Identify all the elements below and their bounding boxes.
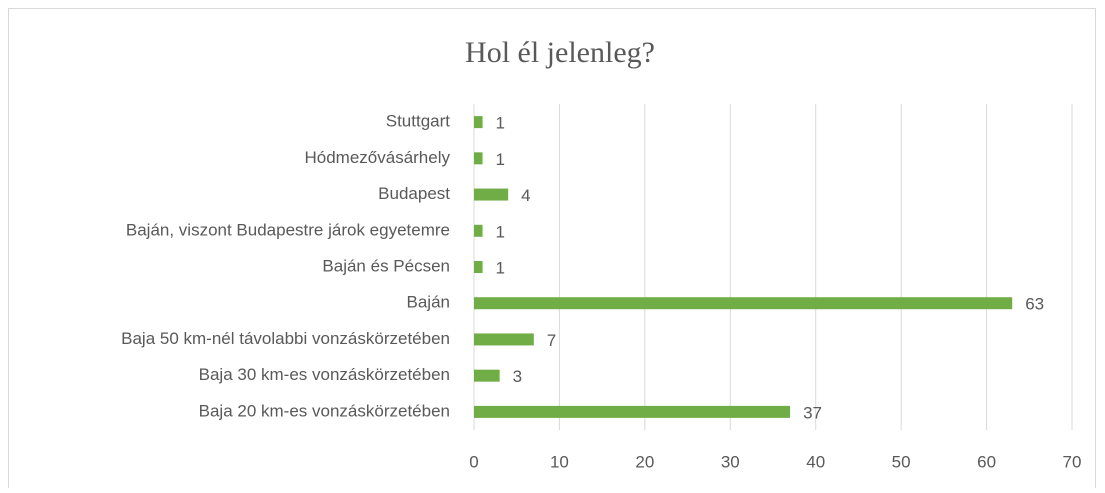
- bar: [474, 405, 791, 418]
- bar: [474, 116, 483, 129]
- y-tick-label: Budapest: [378, 184, 450, 203]
- x-tick-label: 20: [635, 452, 654, 471]
- bar: [474, 297, 1013, 310]
- data-label: 4: [521, 186, 530, 205]
- chart-title: Hol él jelenleg?: [465, 36, 655, 69]
- y-tick-label: Baján és Pécsen: [322, 256, 450, 275]
- y-tick-label: Baja 20 km-es vonzáskörzetében: [199, 401, 450, 420]
- y-tick-label: Stuttgart: [386, 112, 451, 131]
- data-label: 3: [513, 367, 522, 386]
- data-label: 1: [496, 150, 505, 169]
- bar: [474, 369, 500, 382]
- x-tick-label: 60: [977, 452, 996, 471]
- bar: [474, 261, 483, 273]
- x-tick-label: 70: [1063, 452, 1082, 471]
- x-tick-label: 10: [550, 452, 569, 471]
- bar: [474, 224, 483, 237]
- data-label: 63: [1025, 295, 1044, 314]
- y-tick-label: Hódmezővásárhely: [304, 148, 450, 167]
- bar: [474, 188, 509, 201]
- bar: [474, 152, 483, 165]
- data-label: 7: [547, 331, 556, 350]
- x-tick-label: 40: [806, 452, 825, 471]
- data-label: 1: [496, 114, 505, 133]
- x-tick-label: 50: [892, 452, 911, 471]
- data-label: 1: [496, 258, 505, 277]
- y-tick-label: Baján, viszont Budapestre járok egyetemr…: [126, 220, 450, 239]
- x-tick-label: 0: [469, 452, 478, 471]
- y-tick-label: Baja 30 km-es vonzáskörzetében: [199, 365, 450, 384]
- bar: [474, 333, 534, 346]
- data-label: 1: [496, 222, 505, 241]
- y-tick-label: Baján: [407, 293, 450, 312]
- data-label: 37: [803, 403, 822, 422]
- y-tick-label: Baja 50 km-nél távolabbi vonzáskörzetébe…: [121, 329, 450, 348]
- x-tick-label: 30: [721, 452, 740, 471]
